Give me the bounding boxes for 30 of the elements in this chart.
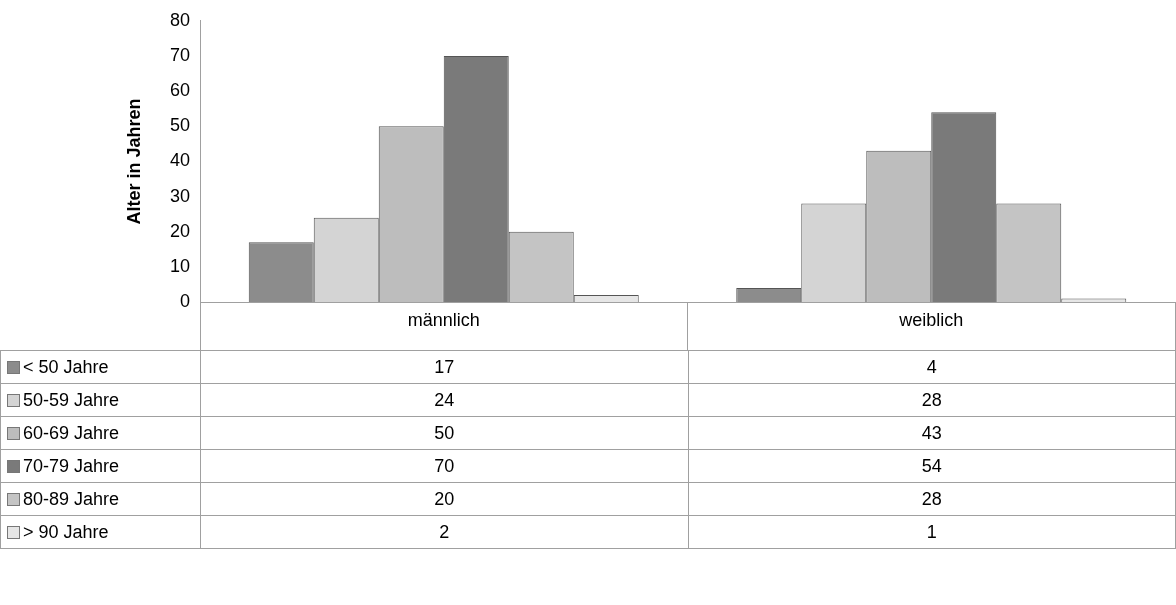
data-label: 70 <box>200 449 688 483</box>
data-label: 17 <box>200 350 688 384</box>
data-label: 2 <box>200 515 688 549</box>
y-axis-title: Alter in Jahren <box>123 98 144 225</box>
legend-label: > 90 Jahre <box>23 521 109 542</box>
legend-label: < 50 Jahre <box>23 356 109 377</box>
data-label: 28 <box>688 482 1176 516</box>
legend-label: 80-89 Jahre <box>23 488 120 509</box>
y-tick-label: 20 <box>169 220 190 241</box>
x-tick-label: männlich <box>407 309 480 330</box>
data-label: 54 <box>688 449 1176 483</box>
data-label: 24 <box>200 383 688 417</box>
y-tick-label: 80 <box>169 9 190 30</box>
data-label: 50 <box>200 416 688 450</box>
y-tick-label: 40 <box>169 150 190 171</box>
y-tick-label: 30 <box>169 185 190 206</box>
legend-label: 50-59 Jahre <box>23 389 120 410</box>
y-tick-label: 50 <box>169 115 190 136</box>
y-tick-label: 0 <box>179 290 190 311</box>
legend-label: 70-79 Jahre <box>23 455 120 476</box>
y-tick-label: 60 <box>169 80 190 101</box>
data-label: 43 <box>688 416 1176 450</box>
y-tick-label: 10 <box>169 255 190 276</box>
x-tick-label: weiblich <box>898 309 964 330</box>
legend-label: 60-69 Jahre <box>23 422 120 443</box>
data-label: 1 <box>688 515 1176 549</box>
data-label: 4 <box>688 350 1176 384</box>
data-label: 20 <box>200 482 688 516</box>
y-tick-label: 70 <box>169 44 190 65</box>
data-label: 28 <box>688 383 1176 417</box>
